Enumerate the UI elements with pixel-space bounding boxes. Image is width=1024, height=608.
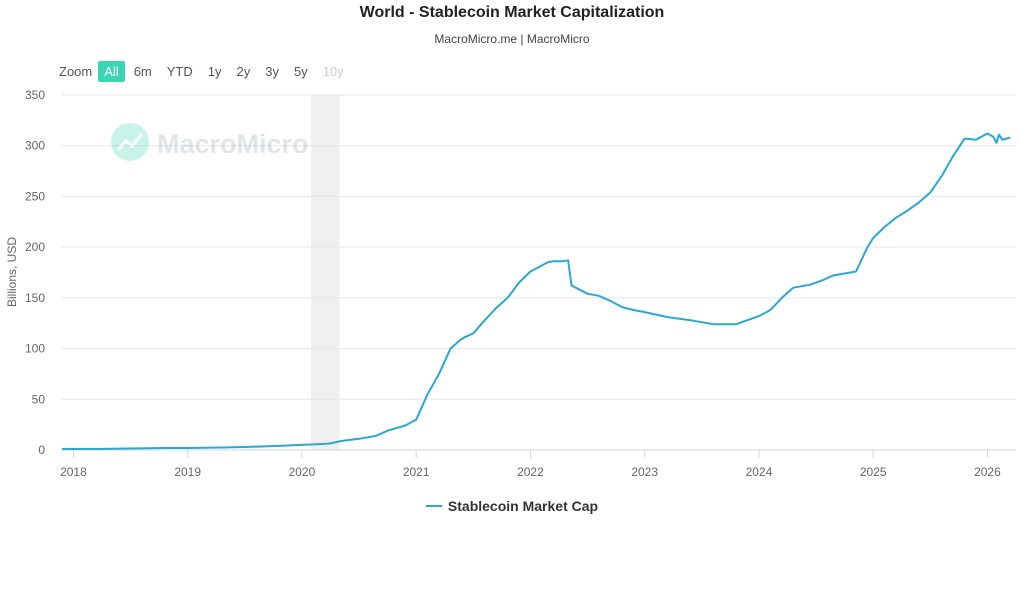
watermark-trend-icon <box>116 133 144 151</box>
x-tick-label: 2024 <box>746 465 773 479</box>
x-tick-label: 2021 <box>403 465 430 479</box>
y-tick-label: 0 <box>38 443 45 457</box>
y-axis-label: Billions, USD <box>5 237 19 307</box>
zoom-ytd-button[interactable]: YTD <box>166 63 193 79</box>
zoom-1y-button[interactable]: 1y <box>207 63 222 79</box>
y-tick-label: 100 <box>25 342 45 356</box>
y-tick-label: 50 <box>32 392 46 406</box>
zoom-3y-button[interactable]: 3y <box>265 63 279 79</box>
zoom-6m-button[interactable]: 6m <box>133 63 152 79</box>
zoom-2y-button[interactable]: 2y <box>236 63 251 79</box>
x-tick-label: 2026 <box>974 465 1001 479</box>
zoom-10y-button[interactable]: 10y <box>322 63 344 79</box>
y-tick-label: 250 <box>25 189 45 203</box>
x-tick-label: 2019 <box>174 465 201 479</box>
y-tick-label: 150 <box>25 291 45 305</box>
legend-series-swatch <box>425 505 442 507</box>
x-tick-label: 2018 <box>60 465 87 479</box>
zoom-5y-button[interactable]: 5y <box>293 63 308 79</box>
y-tick-label: 300 <box>25 139 45 153</box>
x-tick-label: 2022 <box>517 465 544 479</box>
x-tick-label: 2023 <box>631 465 658 479</box>
zoom-bar: Zoom All 6m YTD 1y 2y 3y 5y 10y <box>59 60 353 82</box>
series-line-stablecoin-market-cap[interactable] <box>62 132 1011 450</box>
watermark-logo: MacroMicro <box>111 123 309 161</box>
legend-series-label: Stablecoin Market Cap <box>447 498 599 514</box>
chart-title: World - Stablecoin Market Capitalization <box>359 4 665 21</box>
watermark-logo-icon <box>111 123 149 161</box>
shaded-band <box>311 95 340 450</box>
y-tick-label: 350 <box>25 88 45 102</box>
chart-subtitle: MacroMicro.me | MacroMicro <box>434 32 590 46</box>
watermark-text: MacroMicro <box>157 129 309 159</box>
x-tick-label: 2020 <box>289 465 316 479</box>
chart-legend[interactable]: Stablecoin Market Cap <box>0 498 1024 514</box>
y-tick-label: 200 <box>25 240 45 254</box>
zoom-all-button[interactable]: All <box>98 60 125 82</box>
zoom-label: Zoom <box>59 63 93 79</box>
x-tick-label: 2025 <box>860 465 887 479</box>
